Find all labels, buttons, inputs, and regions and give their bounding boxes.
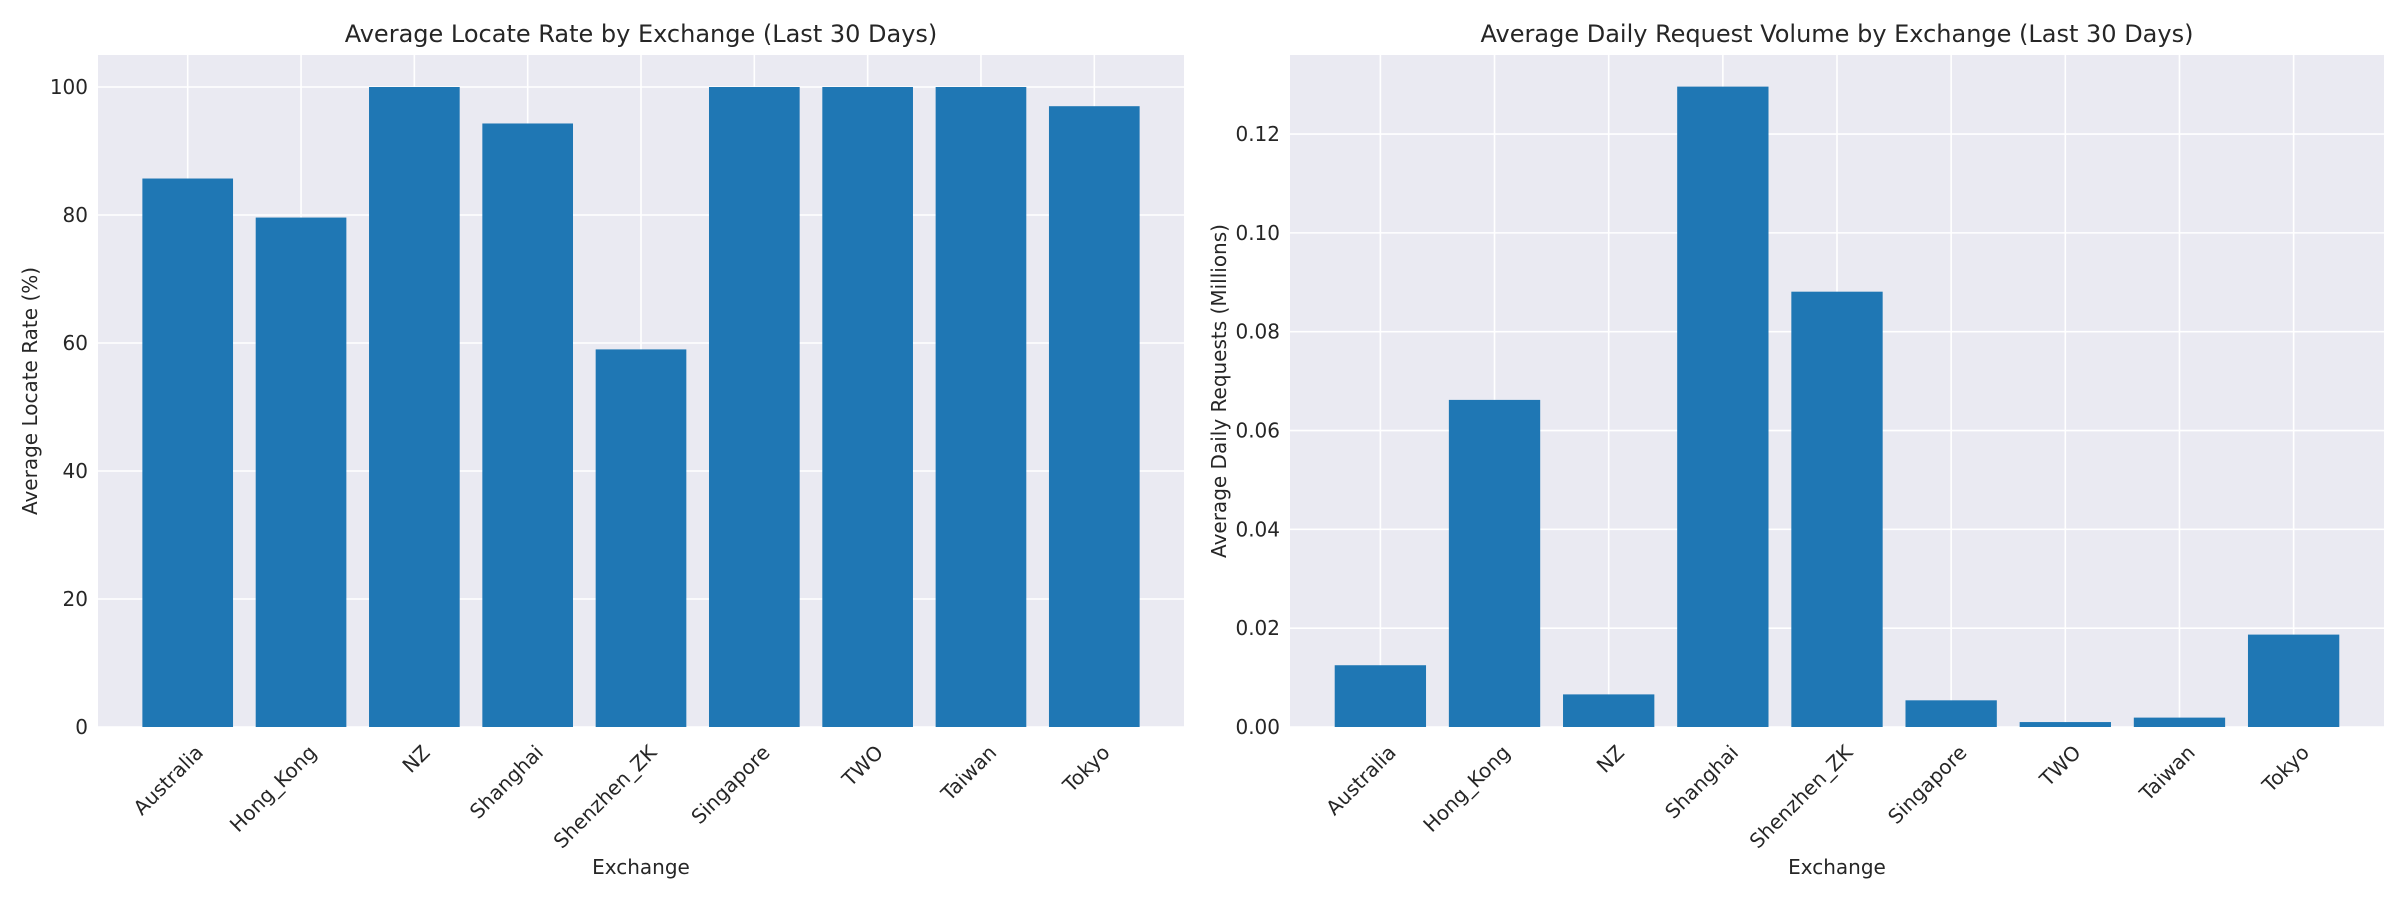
y-ticks: 0.00 0.02 0.04 0.06 0.08 0.10 0.12 bbox=[1235, 122, 1280, 739]
x-tick-label: Taiwan bbox=[935, 740, 1001, 806]
x-tick-label: Hong_Kong bbox=[1418, 740, 1514, 836]
request-volume-chart: 0.00 0.02 0.04 0.06 0.08 0.10 0.12 Australia Ho… bbox=[1207, 20, 2384, 879]
x-ticks: Australia Hong_Kong NZ Shanghai Shenzhen_ZK S… bbox=[1321, 740, 2314, 853]
bar-australia bbox=[142, 178, 234, 727]
x-tick-label: Tokyo bbox=[2257, 740, 2314, 797]
x-tick-label: TWO bbox=[837, 740, 888, 791]
bar-shenzhen-zk bbox=[1791, 291, 1883, 727]
y-axis-label: Average Locate Rate (%) bbox=[18, 267, 42, 515]
x-tick-label: Australia bbox=[1321, 740, 1401, 820]
bar-two bbox=[2019, 722, 2111, 727]
y-tick-label: 40 bbox=[63, 459, 88, 483]
locate-rate-chart: 0 20 40 60 80 100 Australia Hong_Kong NZ Shangha… bbox=[18, 20, 1184, 879]
x-tick-label: Singapore bbox=[686, 740, 774, 828]
bar-singapore bbox=[708, 87, 800, 727]
chart-title: Average Locate Rate by Exchange (Last 30… bbox=[345, 20, 938, 48]
y-tick-label: 0.08 bbox=[1235, 320, 1280, 344]
bar-tokyo bbox=[1048, 106, 1140, 727]
bar-shanghai bbox=[482, 123, 574, 728]
y-tick-label: 0.02 bbox=[1235, 616, 1280, 640]
y-tick-label: 80 bbox=[63, 203, 88, 227]
chart-title: Average Daily Request Volume by Exchange… bbox=[1481, 20, 2194, 48]
y-tick-label: 0 bbox=[75, 715, 88, 739]
bar-tokyo bbox=[2247, 634, 2340, 727]
bar-hong-kong bbox=[255, 217, 347, 727]
bar-shanghai bbox=[1677, 86, 1769, 727]
bar-taiwan bbox=[2133, 717, 2226, 727]
y-tick-label: 20 bbox=[63, 587, 88, 611]
y-tick-label: 0.10 bbox=[1235, 221, 1280, 245]
bar-singapore bbox=[1905, 700, 1997, 727]
x-tick-label: Shanghai bbox=[1660, 740, 1743, 823]
bar-two bbox=[822, 87, 913, 727]
y-axis-label: Average Daily Requests (Millions) bbox=[1207, 224, 1231, 558]
y-tick-label: 60 bbox=[63, 331, 88, 355]
y-tick-label: 0.12 bbox=[1235, 122, 1280, 146]
x-tick-label: NZ bbox=[1592, 740, 1629, 777]
x-axis-label: Exchange bbox=[592, 855, 690, 879]
x-tick-label: TWO bbox=[2034, 740, 2085, 791]
bar-australia bbox=[1334, 665, 1427, 727]
y-tick-label: 0.04 bbox=[1235, 517, 1280, 541]
x-tick-label: Shenzhen_ZK bbox=[549, 740, 662, 853]
x-tick-label: Singapore bbox=[1883, 740, 1971, 828]
x-tick-label: Shenzhen_ZK bbox=[1745, 740, 1858, 853]
x-tick-label: Shanghai bbox=[465, 740, 548, 823]
bars bbox=[142, 87, 1140, 728]
bar-nz bbox=[1563, 694, 1655, 727]
x-tick-label: Taiwan bbox=[2134, 740, 2200, 806]
bar-shenzhen-zk bbox=[595, 349, 687, 727]
y-tick-label: 100 bbox=[50, 75, 88, 99]
bar-nz bbox=[369, 87, 460, 727]
x-ticks: Australia Hong_Kong NZ Shanghai Shenzhen_ZK S… bbox=[128, 740, 1114, 853]
x-tick-label: NZ bbox=[397, 740, 434, 777]
y-tick-label: 0.06 bbox=[1235, 419, 1280, 443]
x-axis-label: Exchange bbox=[1788, 855, 1886, 879]
x-tick-label: Hong_Kong bbox=[225, 740, 321, 836]
bar-hong-kong bbox=[1448, 399, 1541, 727]
y-tick-label: 0.00 bbox=[1235, 715, 1280, 739]
x-tick-label: Tokyo bbox=[1057, 740, 1114, 797]
bars bbox=[1334, 86, 2340, 727]
bar-taiwan bbox=[935, 87, 1027, 727]
x-tick-label: Australia bbox=[128, 740, 208, 820]
y-ticks: 0 20 40 60 80 100 bbox=[50, 75, 88, 739]
